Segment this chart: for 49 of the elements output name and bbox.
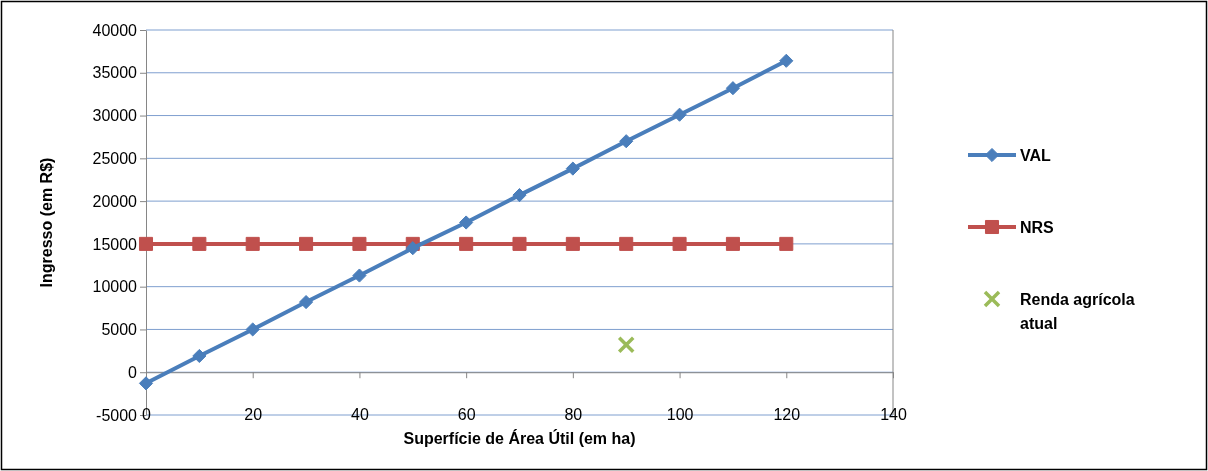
point [672, 236, 687, 251]
point [512, 188, 527, 203]
point [352, 236, 367, 251]
x-tick-label: 140 [880, 405, 907, 423]
point [779, 236, 794, 251]
point [192, 236, 207, 251]
point [672, 107, 687, 122]
y-tick-label: 25000 [92, 149, 138, 167]
point [459, 236, 474, 251]
point [779, 53, 794, 68]
legend-label: Renda agrícola atual [1020, 291, 1135, 332]
x-tick-label: 40 [351, 405, 369, 423]
point [725, 236, 740, 251]
point [138, 376, 154, 391]
x-tick-label: 120 [773, 405, 801, 423]
point [299, 295, 314, 310]
y-tick-label: 40000 [92, 21, 138, 39]
point [459, 215, 474, 230]
point [299, 236, 314, 251]
y-tick-label: 5000 [101, 321, 138, 339]
y-tick-label: 15000 [92, 235, 138, 253]
y-tick-label: 30000 [92, 107, 138, 125]
x-axis-title: Superfície de Área Útil (em ha) [403, 429, 636, 447]
point [565, 236, 580, 251]
point [192, 348, 207, 364]
legend-label: VAL [1020, 147, 1052, 164]
x-tick-label: 80 [564, 405, 583, 423]
x-tick-label: 20 [244, 405, 263, 423]
point [617, 336, 635, 354]
point [725, 81, 740, 96]
point [138, 236, 154, 251]
point [619, 134, 634, 149]
x-tick-label: 60 [457, 405, 476, 423]
y-tick-label: -5000 [96, 406, 138, 424]
x-tick-label: 0 [142, 405, 152, 423]
legend-label: NRS [1020, 219, 1055, 236]
point [245, 236, 260, 251]
y-tick-label: 35000 [92, 64, 138, 82]
y-tick-label: 0 [128, 363, 138, 381]
y-tick-label: 10000 [92, 278, 138, 296]
y-axis-title: Ingresso (em R$) [38, 157, 55, 288]
y-tick-label: 20000 [92, 192, 138, 210]
point [405, 241, 420, 256]
point [619, 236, 634, 251]
point [565, 161, 580, 176]
x-tick-label: 100 [666, 405, 694, 423]
point [352, 268, 367, 283]
point [512, 236, 527, 251]
point [245, 322, 260, 337]
